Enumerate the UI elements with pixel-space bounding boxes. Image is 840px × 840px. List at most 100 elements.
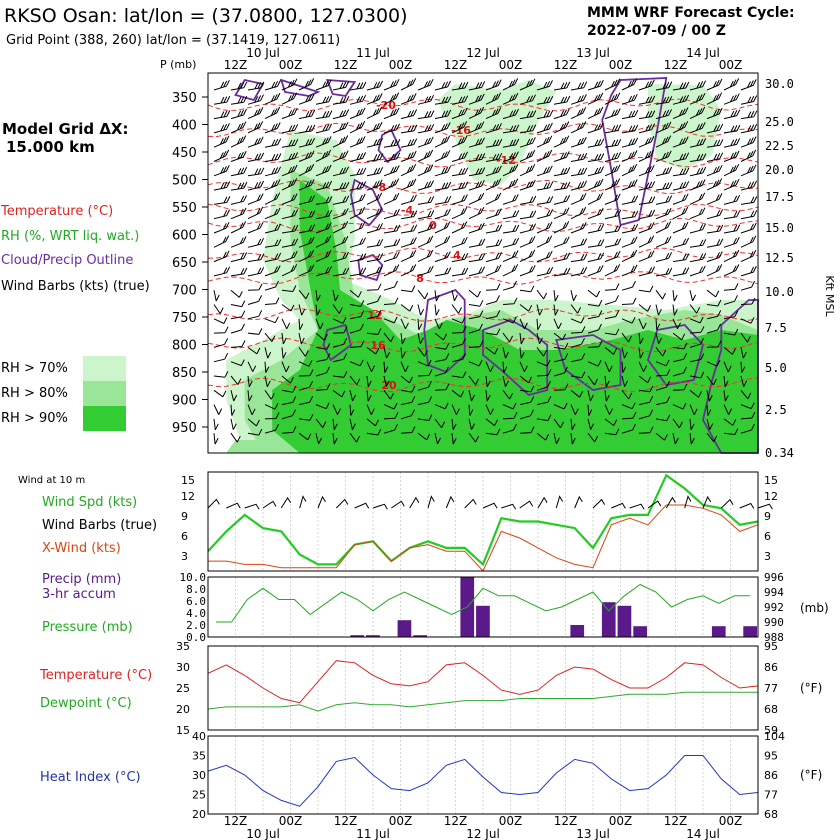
cross-section-wind-barb [434,221,451,234]
top-date-label: 14 Jul [686,46,720,60]
cross-section-wind-barb [400,333,406,345]
cross-section-wind-barb [553,402,568,410]
cross-section-wind-barb [553,236,570,248]
cross-section-wind-barb [553,366,568,377]
cross-section-wind-barb [485,418,499,427]
fahrenheit-tick-label: 77 [764,682,778,695]
cross-section-wind-barb [672,152,690,162]
cross-section-wind-barb [485,224,503,234]
precip-accum-label: 3-hr accum [42,587,116,602]
cross-section-wind-barb [213,165,230,177]
cross-section-wind-barb [281,333,287,345]
cross-section-wind-barb [587,359,602,367]
pressure-line [215,583,751,623]
cross-section-wind-barb [417,222,434,234]
cross-section-wind-barb [638,347,644,359]
cross-section-wind-barb [672,433,679,445]
cloud-outline [322,323,353,362]
cross-section-wind-barb [315,250,332,263]
cross-section-wind-barb [672,342,688,350]
surface-wind-barb [427,495,435,509]
cross-section-wind-barb [349,107,366,120]
cross-section-wind-barb [689,106,706,120]
cross-section-wind-barb [723,361,732,373]
cross-section-wind-barb [740,423,755,434]
cross-section-wind-barb [468,359,483,367]
wind-left-tick-label: 6 [181,530,188,543]
cross-section-wind-barb [570,316,585,324]
isotherm-label: -16 [451,124,471,137]
cross-section-wind-barb [519,318,528,330]
cross-section-wind-barb [706,238,724,248]
cross-section-wind-barb [451,181,469,191]
cross-section-wind-barb [706,299,722,307]
cross-section-wind-barb [366,137,384,148]
cross-section-wind-barb [672,94,690,105]
cross-section-wind-barb [587,252,605,263]
cross-section-wind-barb [553,221,570,234]
wind-speed-line [207,473,759,567]
cross-section-wind-barb [689,166,707,177]
cross-section-wind-barb [366,238,384,248]
cross-section-wind-barb [247,390,253,402]
cross-section-wind-barb [451,353,467,363]
cross-section-wind-barb [417,396,433,406]
pressure-tick-label: 950 [172,421,197,436]
cross-section-wind-barb [689,252,707,263]
cross-section-wind-barb [400,375,413,384]
pressure-tick-label-right: 994 [764,586,784,599]
heat-index-fahrenheit-tick: 86 [764,769,778,782]
cross-section-wind-barb [298,163,315,177]
cross-section-wind-barb [451,194,468,205]
top-time-tick: 00Z [499,58,523,72]
cross-section-wind-barb [468,137,485,148]
top-time-tick: 00Z [389,58,413,72]
cross-section-wind-barb [315,383,331,391]
cross-section-wind-barb [519,426,535,434]
pressure-tick-label: 900 [172,394,197,409]
cross-section-wind-barb [366,404,375,415]
cross-section-wind-barb [434,332,447,341]
cross-section-wind-barb [417,359,432,367]
cross-section-wind-barb [536,122,553,134]
cross-section-wind-barb [400,210,418,220]
cross-section-wind-barb [723,236,740,248]
cross-section-wind-barb [230,221,247,234]
cross-section-wind-barb [485,92,502,105]
cross-section-wind-barb [247,206,264,220]
cross-section-wind-barb [655,109,673,120]
cross-section-wind-barb [247,418,260,427]
cross-section-wind-barb [570,326,586,334]
cross-section-wind-barb [485,283,501,291]
cross-section-wind-barb [434,366,449,377]
cross-section-wind-barb [519,375,533,384]
cross-section-wind-barb [417,180,434,191]
cross-section-wind-barb [604,375,610,388]
cross-section-wind-barb [723,109,741,120]
cross-section-wind-barb [689,153,707,162]
cross-section-wind-barb [383,264,400,277]
cross-section-wind-barb [315,95,333,105]
cross-section-wind-barb [264,280,279,291]
heat-index-tick-label: 35 [192,750,206,763]
top-time-tick: 00Z [279,58,303,72]
cross-section-wind-barb [315,149,332,162]
cross-section-wind-barb [604,264,621,277]
cross-section-wind-barb [553,383,569,391]
top-time-tick: 12Z [444,58,468,72]
cross-section-wind-barb [587,239,605,248]
cross-section-wind-barb [706,264,723,277]
cross-section-wind-barb [706,152,724,162]
cross-section-wind-barb [672,332,686,341]
cross-section-wind-barb [723,428,739,435]
cross-section-wind-barb [706,289,720,298]
bottom-time-tick: 12Z [224,814,248,828]
pressure-tick-label-right: 992 [764,601,784,614]
cross-section-wind-barb [485,295,500,305]
cross-section-wind-barb [587,79,604,91]
cross-section-wind-barb [740,95,758,105]
cross-section-wind-barb [502,264,519,277]
cross-section-wind-barb [230,432,241,443]
cross-section-wind-barb [213,317,228,324]
cross-section-wind-barb [298,210,316,220]
